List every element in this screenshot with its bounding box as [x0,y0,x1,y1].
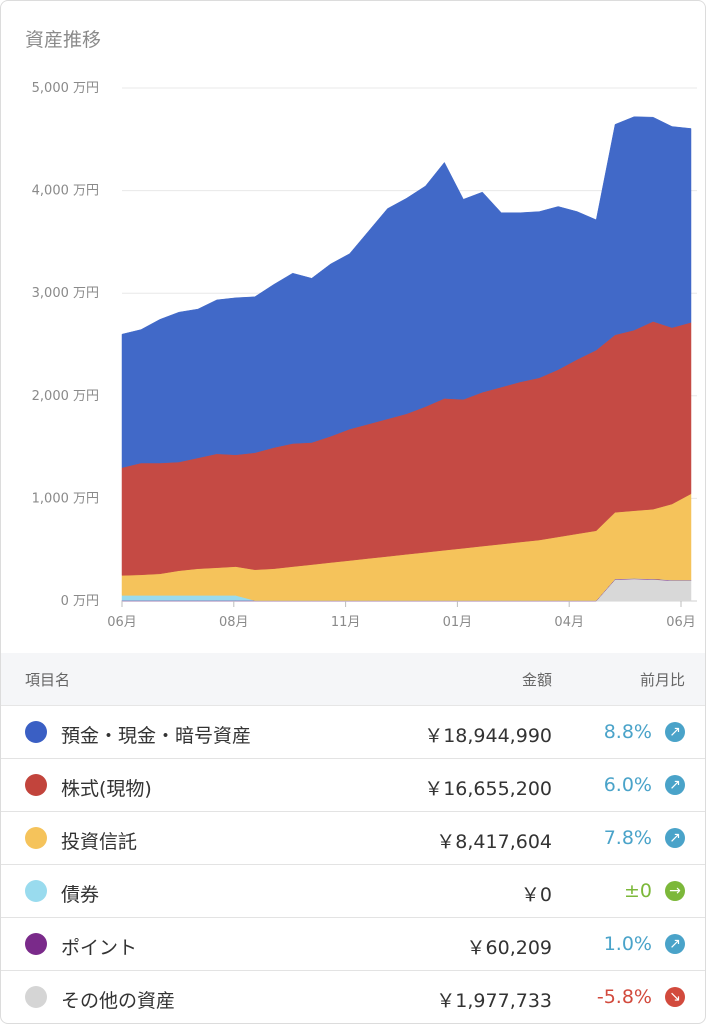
x-tick-label: 04月 [554,615,584,630]
row-name: 債券 [61,884,100,906]
row-change: ±0 [623,880,652,902]
asset-area-chart: 5,000 万円 4,000 万円 3,000 万円 2,000 万円 1,000 万円… [32,81,697,630]
chart-axes: 5,000 万円 4,000 万円 3,000 万円 2,000 万円 1,000 万円… [32,81,696,630]
legend-dot [25,880,47,902]
row-name: ポイント [61,937,138,959]
x-tick-label: 06月 [107,615,137,630]
row-name: 投資信託 [61,831,138,853]
card-title: 資産推移 [25,29,102,51]
arrow-up-icon: ↗ [665,775,685,795]
row-change: 6.0% [603,774,652,796]
arrow-down-icon: ↘ [665,987,685,1007]
x-tick-label: 06月 [666,615,696,630]
row-name: 株式(現物) [61,778,152,800]
row-change: 7.8% [603,827,652,849]
legend-dot [25,933,47,955]
chart-areas [121,116,692,602]
y-tick-label: 2,000 万円 [32,389,99,404]
legend-dot [25,827,47,849]
area-series-預金・現金・暗号資産 [121,116,692,468]
row-name: 預金・現金・暗号資産 [61,725,252,747]
table-row: 投資信託 ￥8,417,604 7.8% ↗ [1,812,705,865]
x-tick-label: 01月 [443,615,473,630]
x-tick-label: 11月 [331,615,361,630]
table-row: 債券 ￥0 ±0 → [1,865,705,918]
arrow-up-icon: ↗ [665,828,685,848]
row-amount: ￥18,944,990 [424,725,552,747]
row-change: 1.0% [603,933,652,955]
row-amount: ￥60,209 [466,937,552,959]
table-row: 株式(現物) ￥16,655,200 6.0% ↗ [1,759,705,812]
row-change: -5.8% [596,986,652,1008]
legend-dot [25,774,47,796]
table-row: その他の資産 ￥1,977,733 -5.8% ↘ [1,971,705,1023]
row-amount: ￥0 [520,884,552,906]
row-amount: ￥1,977,733 [436,990,552,1012]
table-header: 項目名 金額 前月比 [1,653,705,706]
arrow-up-icon: ↗ [665,722,685,742]
row-name: その他の資産 [61,990,176,1012]
row-amount: ￥8,417,604 [436,831,552,853]
header-amount: 金額 [521,671,552,689]
row-amount: ￥16,655,200 [424,778,552,800]
legend-dot [25,721,47,743]
arrow-up-icon: ↗ [665,934,685,954]
x-tick-label: 08月 [219,615,249,630]
table-row: ポイント ￥60,209 1.0% ↗ [1,918,705,971]
y-tick-label: 4,000 万円 [32,184,99,199]
asset-table: 項目名 金額 前月比 預金・現金・暗号資産 ￥18,944,990 8.8% ↗ 株式(… [1,653,705,1023]
y-tick-label: 0 万円 [61,594,99,609]
table-row: 預金・現金・暗号資産 ￥18,944,990 8.8% ↗ [1,706,705,759]
row-change: 8.8% [603,721,652,743]
legend-dot [25,986,47,1008]
y-tick-label: 5,000 万円 [32,81,99,96]
arrow-flat-icon: → [665,881,685,901]
table-body: 預金・現金・暗号資産 ￥18,944,990 8.8% ↗ 株式(現物) ￥16,655,… [1,706,705,1023]
header-change: 前月比 [639,671,685,689]
y-tick-label: 3,000 万円 [32,286,99,301]
y-tick-label: 1,000 万円 [32,491,99,506]
header-name: 項目名 [25,671,71,689]
